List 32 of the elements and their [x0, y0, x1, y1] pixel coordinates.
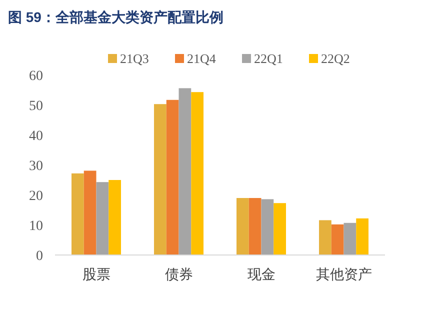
y-tick-label: 40 — [29, 129, 43, 144]
bar — [331, 224, 344, 255]
bar — [356, 218, 368, 255]
bar — [319, 220, 332, 255]
bar — [96, 182, 109, 255]
y-tick-label: 30 — [29, 159, 43, 174]
bar — [84, 170, 96, 255]
bar — [72, 173, 84, 255]
bar — [236, 198, 249, 255]
bar — [248, 198, 262, 255]
x-tick-label: 债券 — [164, 267, 193, 283]
y-tick-label: 20 — [29, 189, 43, 204]
bar — [154, 104, 166, 255]
bar — [274, 203, 286, 255]
y-tick-label: 50 — [29, 99, 43, 114]
x-tick-label: 股票 — [82, 267, 110, 283]
chart-title: 图 59：全部基金大类资产配置比例 — [8, 9, 224, 25]
bar — [178, 88, 192, 255]
bar — [108, 180, 121, 255]
y-tick-label: 0 — [36, 249, 43, 264]
legend-label: 22Q2 — [321, 51, 350, 66]
x-tick-label: 现金 — [247, 267, 276, 283]
legend-label: 21Q3 — [120, 51, 149, 66]
bar — [166, 100, 179, 255]
bar — [191, 92, 204, 255]
legend-label: 22Q1 — [254, 51, 283, 66]
x-tick-label: 其他资产 — [316, 267, 372, 283]
y-tick-label: 60 — [29, 69, 43, 84]
y-tick-label: 10 — [29, 219, 43, 234]
bar — [261, 199, 274, 255]
bar — [344, 222, 356, 255]
legend-label: 21Q4 — [187, 51, 216, 66]
